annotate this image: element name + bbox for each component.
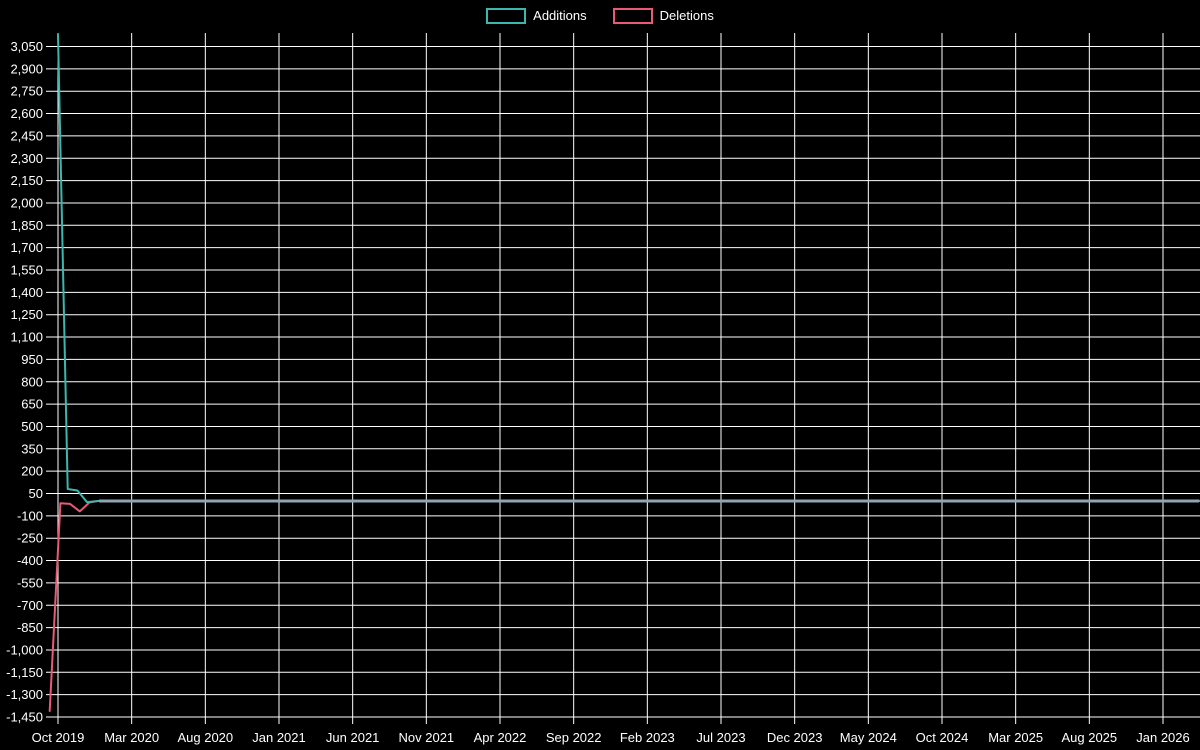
y-tick-label: 2,900 (10, 61, 43, 76)
x-tick-label: Mar 2025 (988, 730, 1043, 745)
x-tick-label: Jul 2023 (696, 730, 745, 745)
y-tick-label: 800 (21, 374, 43, 389)
y-tick-label: 2,450 (10, 128, 43, 143)
x-tick-label: May 2024 (840, 730, 897, 745)
x-tick-label: Oct 2024 (916, 730, 969, 745)
x-tick-label: Jan 2021 (252, 730, 306, 745)
y-tick-label: 1,850 (10, 218, 43, 233)
y-tick-label: -400 (17, 553, 43, 568)
y-tick-label: 1,250 (10, 307, 43, 322)
deletions-swatch-icon (612, 8, 653, 24)
legend-label-additions: Additions (533, 8, 587, 23)
x-tick-label: Dec 2023 (767, 730, 823, 745)
x-tick-label: Nov 2021 (399, 730, 455, 745)
y-tick-label: 2,000 (10, 195, 43, 210)
y-tick-label: -550 (17, 575, 43, 590)
y-tick-label: -850 (17, 620, 43, 635)
y-tick-label: -1,300 (6, 687, 43, 702)
legend-label-deletions: Deletions (659, 8, 714, 23)
x-tick-label: Aug 2020 (177, 730, 233, 745)
series-line-additions (57, 33, 1200, 504)
y-tick-label: 1,100 (10, 330, 43, 345)
y-tick-label: 500 (21, 419, 43, 434)
y-tick-label: 350 (21, 441, 43, 456)
x-tick-label: Sep 2022 (546, 730, 602, 745)
y-tick-label: 50 (29, 486, 43, 501)
y-tick-label: 650 (21, 397, 43, 412)
y-tick-label: -700 (17, 598, 43, 613)
x-tick-label: Feb 2023 (620, 730, 675, 745)
x-tick-label: Mar 2020 (104, 730, 159, 745)
y-tick-label: 2,600 (10, 106, 43, 121)
y-tick-label: 1,700 (10, 240, 43, 255)
x-tick-label: Apr 2022 (474, 730, 527, 745)
y-tick-label: 950 (21, 352, 43, 367)
x-tick-label: Aug 2025 (1061, 730, 1117, 745)
y-tick-label: -250 (17, 531, 43, 546)
x-tick-label: Jan 2026 (1136, 730, 1190, 745)
additions-swatch-icon (486, 8, 527, 24)
y-tick-label: 2,150 (10, 173, 43, 188)
chart-legend: Additions Deletions (0, 8, 1200, 24)
y-tick-label: -1,150 (6, 665, 43, 680)
y-tick-label: 200 (21, 464, 43, 479)
x-tick-label: Oct 2019 (32, 730, 85, 745)
y-tick-label: -1,450 (6, 710, 43, 725)
x-tick-label: Jun 2021 (326, 730, 380, 745)
legend-item-additions[interactable]: Additions (486, 8, 587, 24)
y-tick-label: 3,050 (10, 39, 43, 54)
y-tick-label: 2,750 (10, 84, 43, 99)
series-line-deletions (48, 499, 1200, 712)
y-tick-label: -1,000 (6, 642, 43, 657)
legend-item-deletions[interactable]: Deletions (612, 8, 714, 24)
y-tick-label: 1,550 (10, 263, 43, 278)
y-tick-label: -100 (17, 508, 43, 523)
y-tick-label: 2,300 (10, 151, 43, 166)
y-tick-label: 1,400 (10, 285, 43, 300)
